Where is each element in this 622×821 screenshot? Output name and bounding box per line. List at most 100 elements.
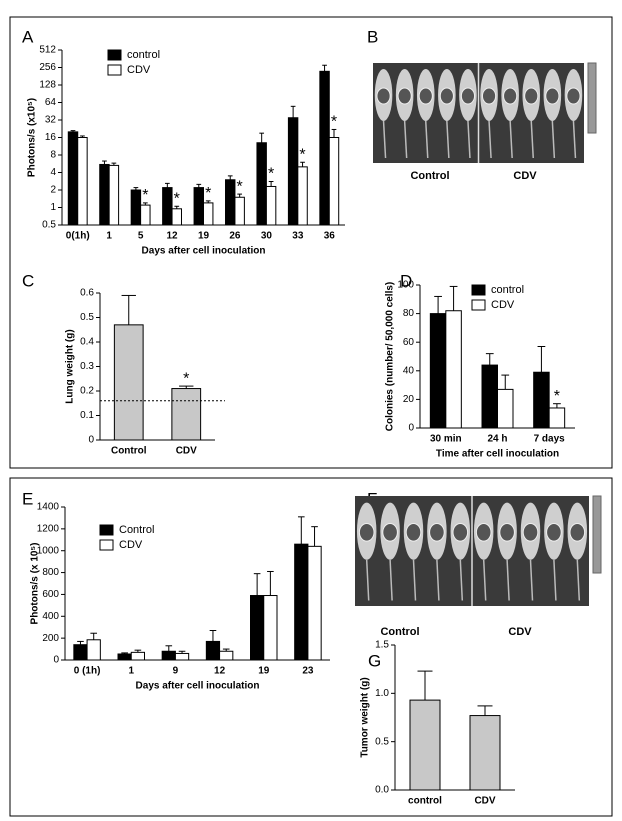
mouse-tail [576, 559, 581, 601]
signal [475, 523, 492, 542]
bar [86, 639, 101, 661]
bar [294, 543, 309, 661]
legend-swatch [107, 64, 122, 76]
bar [297, 166, 308, 226]
bar [256, 142, 267, 226]
x-tick-label: 30 min [430, 434, 462, 445]
bar [328, 137, 340, 226]
y-tick-label: 0.2 [80, 386, 94, 397]
mouse-tail [572, 120, 577, 159]
y-tick-label: 800 [42, 567, 59, 578]
y-tick-label: 0 [53, 655, 59, 666]
y-tick-label: 0 [408, 423, 414, 434]
y-tick-label: 4 [50, 167, 56, 178]
bottom-frame [9, 477, 613, 817]
x-tick-label: CDV [474, 796, 495, 807]
y-axis-title: Photons/s (x 10⁵) [30, 543, 41, 625]
significance-marker: * [142, 187, 148, 204]
x-tick-label: Control [111, 446, 147, 457]
legend-label: CDV [491, 299, 515, 311]
y-tick-label: 32 [45, 115, 57, 126]
bar [429, 313, 447, 429]
significance-marker: * [554, 388, 560, 405]
signal [452, 523, 469, 542]
x-axis-title: Days after cell inoculation [136, 681, 260, 692]
y-tick-label: 128 [39, 80, 56, 91]
mouse-tail [488, 120, 492, 159]
bar [171, 208, 182, 226]
bar [205, 640, 221, 661]
y-tick-label: 1.0 [375, 688, 389, 699]
bar [73, 644, 88, 661]
bar [409, 699, 441, 791]
image-caption: CDV [513, 170, 537, 182]
significance-marker: * [299, 146, 305, 163]
bar [117, 653, 132, 661]
signal [569, 523, 586, 542]
signal [460, 87, 476, 105]
bar [67, 131, 79, 226]
bar [469, 715, 501, 791]
y-tick-label: 0 [88, 435, 94, 446]
legend-label: Control [119, 524, 154, 536]
panel-label: G [368, 651, 381, 670]
y-tick-label: 16 [45, 132, 57, 143]
panel-label: D [400, 271, 412, 290]
mouse-tail [412, 559, 417, 601]
significance-marker: * [237, 178, 243, 195]
image-caption: Control [410, 170, 449, 182]
x-tick-label: 7 days [534, 434, 566, 445]
mouse-tail [425, 120, 429, 159]
x-tick-label: 1 [128, 666, 134, 677]
bar [250, 595, 265, 661]
signal [522, 523, 539, 542]
bar [307, 545, 322, 661]
y-axis-title: Lung weight (g) [65, 329, 76, 403]
bar [193, 187, 204, 226]
legend-swatch [471, 299, 486, 311]
legend-label: CDV [127, 64, 151, 76]
x-tick-label: 19 [198, 231, 210, 242]
bar [319, 70, 330, 226]
x-tick-label: 36 [324, 231, 336, 242]
mouse-tail [403, 120, 408, 159]
mouse-tail [446, 120, 450, 159]
y-tick-label: 1400 [37, 502, 60, 513]
bar [77, 137, 88, 226]
mouse-tail [436, 559, 440, 601]
y-tick-label: 200 [42, 633, 59, 644]
color-scale [592, 495, 602, 574]
y-tick-label: 0.4 [80, 337, 94, 348]
x-tick-label: CDV [176, 446, 197, 457]
mouse-tail [389, 559, 393, 601]
bar [203, 202, 214, 226]
mouse-tail [551, 120, 556, 159]
signal [499, 523, 515, 542]
y-tick-label: 600 [42, 589, 59, 600]
mouse-tail [553, 559, 557, 601]
y-tick-label: 8 [50, 150, 56, 161]
signal [481, 87, 497, 105]
bar [99, 163, 110, 226]
bar [263, 595, 278, 661]
mouse-tail [509, 120, 513, 159]
bar [174, 652, 190, 661]
bar [234, 196, 245, 226]
panel-label: E [22, 489, 33, 508]
y-tick-label: 0.1 [80, 410, 94, 421]
top-frame [9, 16, 613, 469]
signal [418, 87, 433, 105]
y-tick-label: 512 [39, 45, 56, 56]
y-tick-label: 0.6 [80, 288, 94, 299]
legend-swatch [99, 539, 114, 551]
signal [429, 523, 445, 542]
y-tick-label: 100 [397, 280, 414, 291]
bar [171, 388, 202, 441]
y-tick-label: 40 [403, 365, 415, 376]
y-axis-title: Tumor weight (g) [360, 677, 371, 757]
y-tick-label: 1000 [37, 545, 60, 556]
signal [405, 523, 422, 542]
y-tick-label: 1 [50, 202, 56, 213]
y-tick-label: 400 [42, 611, 59, 622]
